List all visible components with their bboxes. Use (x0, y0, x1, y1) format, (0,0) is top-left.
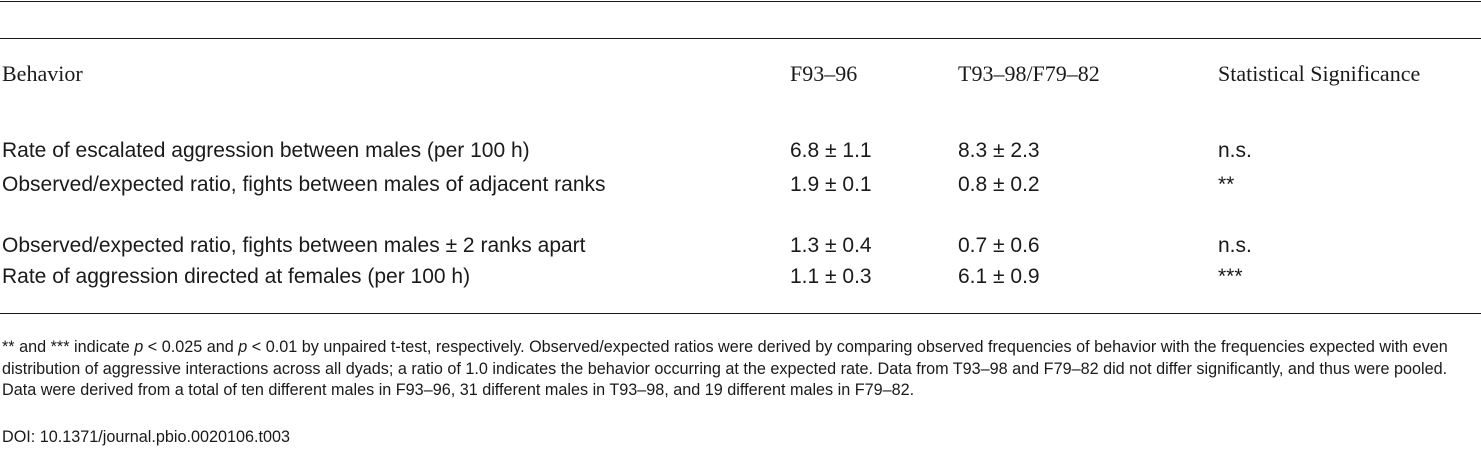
doi-link[interactable]: DOI: 10.1371/journal.pbio.0020106.t003 (2, 428, 290, 446)
column-header-statistical-significance: Statistical Significance (1218, 61, 1421, 86)
footnote-text-1: ** and *** indicate (2, 338, 135, 356)
table-header-rule (0, 38, 1481, 39)
table-row-2-f93-96: 1.9 ± 0.1 (790, 173, 872, 196)
table-row-1-f93-96: 6.8 ± 1.1 (790, 139, 872, 162)
table-row-2-t93-98-f79-82: 0.8 ± 0.2 (958, 173, 1040, 196)
table-row-3-significance: n.s. (1218, 234, 1252, 257)
column-header-t93-98-f79-82: T93–98/F79–82 (958, 61, 1100, 86)
table-row-3-behavior: Observed/expected ratio, fights between … (2, 234, 586, 257)
table-row-2-behavior: Observed/expected ratio, fights between … (2, 173, 606, 196)
column-header-behavior: Behavior (2, 61, 83, 86)
footnote-text-2: < 0.025 and (143, 338, 239, 356)
footnote-text-3: < 0.01 by unpaired t-test, respectively.… (2, 338, 1448, 399)
table-bottom-rule (0, 313, 1481, 314)
table-row-2-significance: ** (1218, 173, 1235, 196)
table-top-rule (0, 1, 1481, 2)
table-row-4-significance: *** (1218, 265, 1243, 288)
table-row-4-f93-96: 1.1 ± 0.3 (790, 265, 872, 288)
table-row-3-t93-98-f79-82: 0.7 ± 0.6 (958, 234, 1040, 257)
table-row-4-behavior: Rate of aggression directed at females (… (2, 265, 471, 288)
table-row-4-t93-98-f79-82: 6.1 ± 0.9 (958, 265, 1040, 288)
footnote-p-symbol-2: p (238, 338, 248, 356)
table-row-1-significance: n.s. (1218, 139, 1252, 162)
footnote-p-symbol-1: p (134, 338, 144, 356)
table-row-3-f93-96: 1.3 ± 0.4 (790, 234, 872, 257)
table-row-1-t93-98-f79-82: 8.3 ± 2.3 (958, 139, 1040, 162)
table-footnote: ** and *** indicate p < 0.025 and p < 0.… (2, 337, 1478, 402)
table-row-1-behavior: Rate of escalated aggression between mal… (2, 139, 530, 162)
column-header-f93-96: F93–96 (790, 61, 858, 86)
